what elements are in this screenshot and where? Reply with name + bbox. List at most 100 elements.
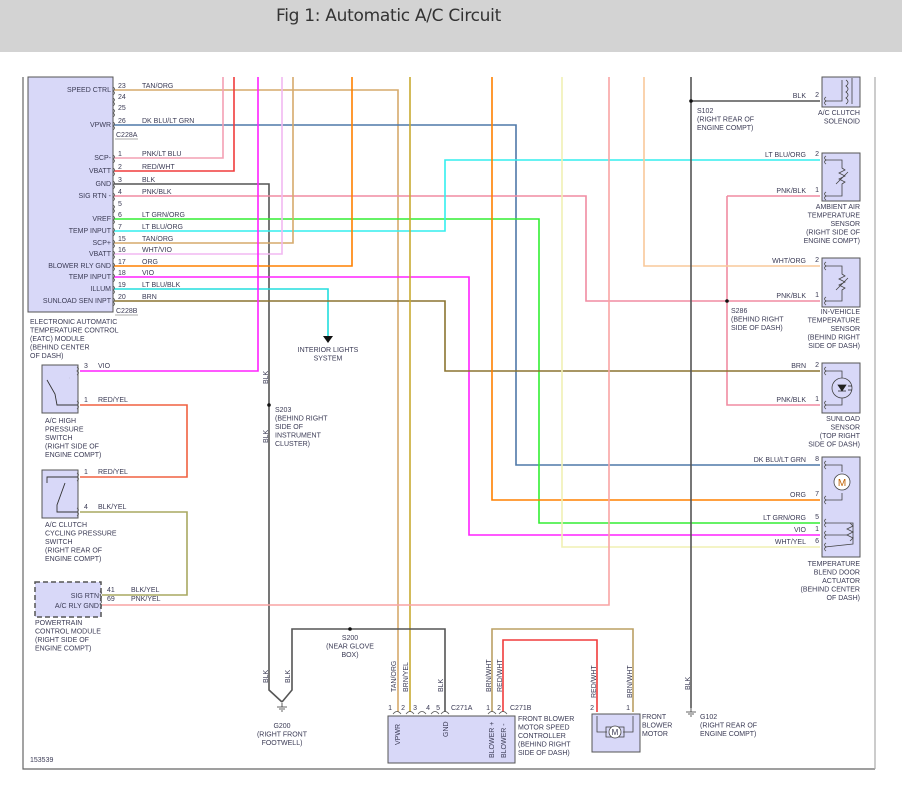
blower-motor-icon: [608, 725, 622, 739]
eatc-pin-label: SUNLOAD SEN INPT: [43, 298, 112, 305]
blower-motor-caption: FRONT: [642, 714, 667, 721]
eatc-pin-label: BLOWER RLY GND: [48, 263, 111, 270]
splice-s200: [348, 627, 352, 631]
pin-number: 5: [118, 201, 122, 208]
splice-caption: CLUSTER): [275, 441, 310, 448]
eatc-pin-label: SIG RTN -: [78, 193, 111, 200]
connector-terminal: [430, 711, 440, 715]
wire-color-label: BRN: [791, 363, 806, 370]
cycling-switch-icon: [46, 476, 77, 513]
wire-color-label: LT BLU/ORG: [765, 152, 806, 159]
cycling-pressure-switch-caption: (RIGHT REAR OF: [45, 548, 102, 555]
wire-wht-org: [643, 77, 820, 267]
sunload-sensor-caption: SENSOR: [830, 425, 860, 432]
wire-color-label: VIO: [98, 363, 111, 370]
wire-color-label: LT GRN/ORG: [142, 212, 185, 219]
pin-number: 1: [388, 705, 392, 712]
wire-wht-yel: [561, 77, 820, 548]
connector-terminal: [417, 711, 427, 715]
pin-number: 2: [118, 164, 122, 171]
motor-wiring: [596, 716, 634, 733]
splice-caption: BOX): [341, 652, 358, 659]
g102-caption: (RIGHT REAR OF: [700, 723, 757, 730]
splice-caption: SIDE OF: [275, 424, 303, 431]
wire-color-label: VIO: [142, 270, 155, 277]
g102-caption: ENGINE COMPT): [700, 731, 756, 738]
wire-color-label: LT GRN/ORG: [763, 515, 806, 522]
clutch-solenoid-caption: A/C CLUTCH: [818, 110, 860, 117]
motor-symbol: M: [612, 728, 619, 737]
connector-terminal: [112, 285, 115, 295]
connector-id: C271A: [451, 705, 473, 712]
wire-color-label: BRN/WHT: [627, 665, 634, 698]
clutch-solenoid-box: [821, 76, 861, 108]
splice-caption: (BEHIND RIGHT: [731, 317, 784, 324]
in-vehicle-sensor-box: [821, 257, 861, 308]
wire-color-label: LT BLU/ORG: [142, 224, 183, 231]
blend-door-actuator-caption: (BEHIND CENTER: [800, 587, 860, 594]
blower-controller-box: [387, 715, 516, 764]
splice-caption: (RIGHT REAR OF: [697, 117, 754, 124]
wire-red-wht: [502, 639, 598, 712]
ground-g102-icon: [686, 708, 696, 717]
pin-number: 4: [84, 504, 88, 511]
pin-number: 1: [815, 292, 819, 299]
wire-red-wht: [114, 77, 235, 172]
wire-color-label: PNK/BLK: [142, 189, 172, 196]
g200-caption: G200: [273, 723, 290, 730]
pin-number: 5: [815, 514, 819, 521]
blend-door-actuator-caption: OF DASH): [827, 595, 860, 602]
pin-number: 6: [815, 538, 819, 545]
interior-lights-label: SYSTEM: [314, 356, 343, 363]
wire-color-label: BLK/YEL: [98, 504, 127, 511]
wire-dk-blu-lt-grn: [114, 124, 820, 466]
pin-number: 3: [413, 705, 417, 712]
splice-caption: INSTRUMENT: [275, 433, 322, 440]
wire-color-label: WHT/VIO: [142, 247, 172, 254]
splice-caption: (NEAR GLOVE: [326, 644, 374, 651]
pin-number: 1: [486, 705, 490, 712]
cycling-pressure-switch-caption: CYCLING PRESSURE: [45, 531, 117, 538]
eatc-pin-label: VPWR: [90, 122, 111, 129]
connector-terminal: [112, 108, 115, 118]
pcm-caption: ENGINE COMPT): [35, 646, 91, 653]
wire-color-label: RED/WHT: [591, 665, 598, 698]
ambient-sensor-caption: AMBIENT AIR: [816, 204, 860, 211]
blower-controller-caption: SIDE OF DASH): [518, 750, 570, 757]
connector-terminal: [112, 86, 115, 96]
wire-tan-org: [114, 77, 294, 244]
eatc-pin-label: GND: [95, 181, 111, 188]
eatc-module-box: [27, 76, 114, 313]
pin-number: 4: [426, 705, 430, 712]
pin-number: 1: [118, 151, 122, 158]
wire-color-label: WHT/ORG: [772, 258, 806, 265]
connector-terminal: [112, 180, 115, 190]
pin-number: 3: [84, 363, 88, 370]
pin-number: 26: [118, 118, 126, 125]
high-pressure-switch-caption: SWITCH: [45, 435, 73, 442]
thermistor-icon: [825, 265, 849, 302]
wire-red-yel: [80, 404, 188, 478]
pin-number: 2: [815, 151, 819, 158]
thermistor-icon: [825, 159, 849, 197]
wire-pnk-lt-blu: [114, 77, 224, 159]
pin-number: 69: [107, 596, 115, 603]
wire-blk: [114, 183, 283, 703]
pin-number: 20: [118, 294, 126, 301]
pin-number: 3: [118, 177, 122, 184]
pin-number: 2: [401, 705, 405, 712]
pin-number: 18: [118, 270, 126, 277]
pin-number: 5: [436, 705, 440, 712]
high-pressure-switch-caption: (RIGHT SIDE OF: [45, 444, 99, 451]
cycling-pressure-switch-box: [41, 469, 79, 519]
sunload-sensor-caption: SUNLOAD: [826, 416, 860, 423]
blend-door-actuator-box: [821, 456, 861, 558]
wire-color-label: BRN/YEL: [403, 662, 410, 692]
eatc-pin-label: TEMP INPUT: [69, 228, 112, 235]
pin-number: 41: [107, 587, 115, 594]
eatc-caption: (EATC) MODULE: [30, 336, 85, 343]
wire-color-label: ORG: [142, 259, 158, 266]
wire-color-label: BLK: [438, 678, 445, 692]
wire-blk: [281, 628, 446, 712]
wire-lt-blu-org: [114, 159, 820, 232]
